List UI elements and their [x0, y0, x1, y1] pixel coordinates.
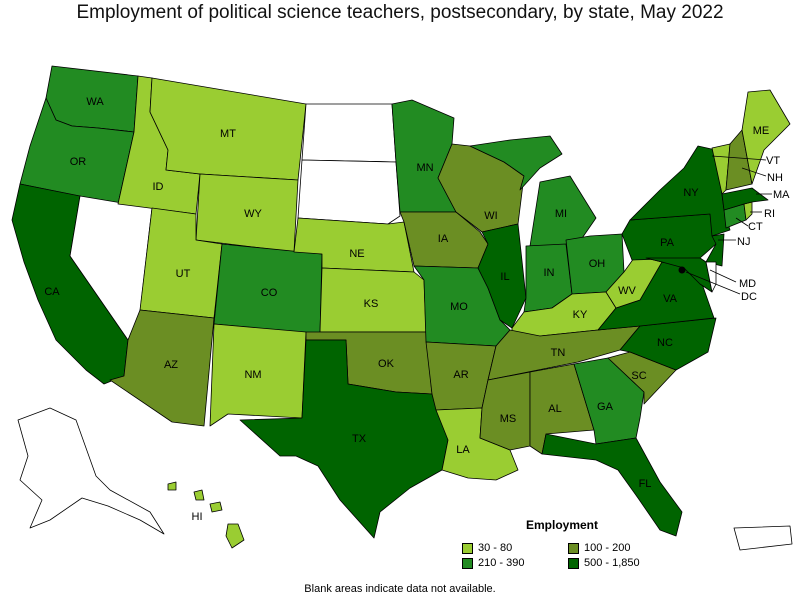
- map-title: Employment of political science teachers…: [76, 2, 724, 23]
- label-pa: PA: [660, 237, 675, 249]
- label-mi: MI: [555, 208, 567, 220]
- label-nm: NM: [244, 369, 261, 381]
- state-ma[interactable]: [721, 187, 769, 211]
- state-sd[interactable]: [297, 159, 401, 225]
- label-tn: TN: [551, 347, 566, 359]
- legend-label: 30 - 80: [478, 542, 513, 554]
- label-ar: AR: [453, 369, 468, 381]
- label-mo: MO: [450, 301, 468, 313]
- label-la: LA: [456, 444, 470, 456]
- legend-item-bin-3: 500 - 1,850: [568, 557, 658, 569]
- label-nc: NC: [657, 337, 673, 349]
- label-wy: WY: [244, 208, 262, 220]
- label-al: AL: [548, 403, 561, 415]
- legend-swatch: [568, 557, 579, 569]
- legend-title: Employment: [525, 518, 598, 532]
- legend-swatch: [462, 557, 473, 569]
- label-ms: MS: [500, 413, 517, 425]
- label-ga: GA: [597, 401, 614, 413]
- state-az[interactable]: [109, 309, 215, 427]
- state-nm[interactable]: [209, 323, 307, 427]
- state-mi[interactable]: [469, 135, 597, 247]
- legend-label: 500 - 1,850: [584, 557, 640, 569]
- legend: Employment 30 - 80 100 - 200 210 - 390 5…: [462, 518, 652, 569]
- label-tx: TX: [352, 433, 367, 445]
- legend-label: 210 - 390: [478, 557, 525, 569]
- state-ms[interactable]: [479, 371, 531, 451]
- label-or: OR: [70, 156, 87, 168]
- state-labels: WA OR CA ID MT WY UT AZ CO NM NE KS OK T…: [44, 96, 790, 523]
- label-oh: OH: [589, 258, 606, 270]
- state-pr[interactable]: [733, 525, 793, 551]
- label-ct: CT: [748, 221, 763, 233]
- state-mn[interactable]: [391, 99, 457, 213]
- legend-item-bin-0: 30 - 80: [462, 542, 568, 554]
- label-md: MD: [739, 278, 756, 290]
- label-co: CO: [261, 287, 278, 299]
- legend-swatch: [462, 542, 473, 554]
- label-in: IN: [544, 267, 555, 279]
- label-ma: MA: [773, 189, 790, 201]
- label-fl: FL: [639, 478, 652, 490]
- state-fl[interactable]: [541, 433, 683, 537]
- label-leader-lines: [685, 155, 772, 295]
- label-mn: MN: [416, 162, 433, 174]
- state-nd[interactable]: [301, 103, 397, 163]
- label-nj: NJ: [737, 236, 750, 248]
- label-ca: CA: [44, 286, 60, 298]
- label-me: ME: [753, 125, 770, 137]
- state-hi[interactable]: [167, 481, 245, 549]
- label-mt: MT: [220, 128, 236, 140]
- label-ri: RI: [764, 208, 775, 220]
- state-tx[interactable]: [239, 339, 449, 539]
- label-va: VA: [663, 293, 678, 305]
- label-ne: NE: [349, 248, 364, 260]
- state-ak[interactable]: [17, 407, 165, 535]
- label-wa: WA: [86, 96, 104, 108]
- legend-item-bin-1: 100 - 200: [568, 542, 658, 554]
- label-ky: KY: [573, 309, 588, 321]
- label-vt: VT: [766, 155, 780, 167]
- state-md[interactable]: [645, 257, 713, 293]
- label-nh: NH: [767, 172, 783, 184]
- label-il: IL: [500, 271, 509, 283]
- label-ks: KS: [364, 298, 379, 310]
- dc-marker[interactable]: [678, 266, 686, 274]
- state-mt[interactable]: [149, 77, 307, 181]
- legend-swatch: [568, 542, 579, 554]
- label-ok: OK: [378, 358, 395, 370]
- state-il[interactable]: [477, 223, 527, 329]
- label-wv: WV: [618, 285, 636, 297]
- label-dc: DC: [741, 291, 757, 303]
- data-note: Blank areas indicate data not available.: [304, 583, 496, 595]
- label-hi: HI: [192, 511, 203, 523]
- label-az: AZ: [164, 359, 178, 371]
- label-ny: NY: [683, 187, 699, 199]
- label-id: ID: [153, 181, 164, 193]
- label-wi: WI: [484, 210, 497, 222]
- label-ia: IA: [438, 233, 449, 245]
- state-sc[interactable]: [607, 351, 677, 405]
- label-sc: SC: [631, 370, 646, 382]
- state-me[interactable]: [741, 89, 791, 185]
- legend-item-bin-2: 210 - 390: [462, 557, 568, 569]
- label-ut: UT: [176, 268, 191, 280]
- legend-label: 100 - 200: [584, 542, 631, 554]
